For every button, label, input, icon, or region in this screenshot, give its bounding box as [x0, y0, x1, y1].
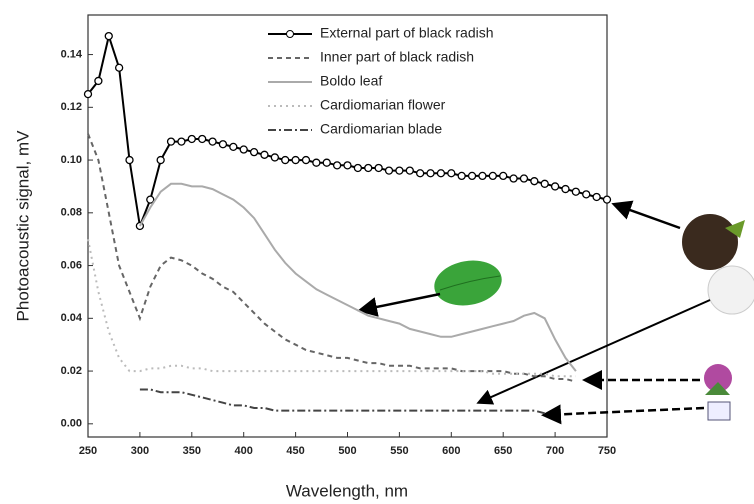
point-marker — [447, 169, 456, 178]
point-marker — [550, 182, 560, 191]
x-tick-label: 650 — [494, 445, 512, 457]
x-tick-label: 400 — [235, 445, 253, 457]
series-line — [87, 133, 577, 383]
point-marker — [125, 155, 134, 165]
legend-label: Inner part of black radish — [320, 49, 474, 65]
point-marker — [416, 169, 425, 178]
point-marker — [270, 153, 279, 162]
x-tick-label: 500 — [338, 445, 356, 457]
series-line — [139, 388, 545, 415]
point-marker — [281, 155, 290, 165]
point-marker — [218, 140, 228, 149]
point-marker — [332, 161, 342, 170]
point-marker — [198, 134, 207, 144]
point-marker — [239, 145, 248, 154]
point-marker — [187, 134, 196, 144]
y-axis-label: Photoacoustic signal, mV — [13, 130, 32, 322]
point-marker — [249, 147, 259, 157]
point-marker — [343, 161, 352, 170]
point-marker — [374, 163, 383, 173]
y-tick-label: 0.08 — [61, 207, 82, 219]
y-tick-label: 0.14 — [61, 48, 83, 60]
point-marker — [146, 195, 155, 204]
point-marker — [592, 192, 601, 202]
illustrations — [357, 200, 754, 425]
x-tick-label: 350 — [183, 445, 201, 457]
y-tick-label: 0.10 — [61, 154, 82, 166]
series-line — [139, 182, 577, 372]
point-marker — [582, 190, 591, 199]
y-tick-label: 0.06 — [61, 259, 82, 271]
point-marker — [478, 171, 487, 181]
y-tick-label: 0.00 — [61, 418, 82, 430]
point-marker — [436, 169, 446, 178]
x-tick-label: 300 — [131, 445, 149, 457]
point-marker — [114, 63, 124, 72]
x-axis-label: Wavelength, nm — [286, 481, 408, 500]
x-tick-label: 600 — [442, 445, 460, 457]
point-marker — [83, 89, 93, 99]
point-marker — [457, 171, 466, 181]
point-marker — [384, 166, 394, 175]
legend-label: Cardiomarian blade — [320, 121, 442, 137]
x-tick-label: 250 — [79, 445, 97, 457]
point-marker — [405, 166, 414, 175]
point-marker — [260, 150, 269, 159]
point-marker — [229, 142, 238, 152]
point-marker — [395, 166, 404, 175]
legend-label: Cardiomarian flower — [320, 97, 446, 113]
x-tick-label: 750 — [598, 445, 616, 457]
point-marker — [540, 179, 549, 188]
legend-label: External part of black radish — [320, 25, 494, 41]
point-marker — [301, 155, 311, 165]
legend-label: Boldo leaf — [320, 73, 382, 89]
y-tick-label: 0.04 — [61, 312, 83, 324]
point-marker — [499, 171, 508, 181]
x-tick-label: 450 — [286, 445, 304, 457]
point-marker — [291, 155, 300, 165]
x-tick-label: 550 — [390, 445, 408, 457]
point-marker — [166, 137, 176, 146]
point-marker — [364, 163, 373, 173]
y-tick-label: 0.02 — [61, 365, 82, 377]
point-marker — [104, 31, 113, 41]
legend-marker — [286, 30, 294, 38]
point-marker — [519, 174, 529, 183]
point-marker — [488, 171, 497, 181]
point-marker — [426, 169, 435, 178]
point-marker — [561, 184, 570, 194]
point-marker — [509, 174, 518, 183]
point-marker — [530, 177, 539, 186]
point-marker — [602, 195, 612, 204]
point-marker — [467, 171, 477, 181]
point-marker — [312, 158, 321, 167]
point-marker — [177, 137, 186, 146]
point-marker — [571, 187, 581, 196]
point-marker — [208, 137, 217, 146]
series-line — [87, 239, 576, 378]
y-tick-label: 0.12 — [61, 101, 82, 113]
x-tick-label: 700 — [546, 445, 564, 457]
point-marker — [322, 158, 331, 167]
point-marker — [156, 155, 165, 165]
point-marker — [353, 163, 363, 173]
point-marker — [94, 76, 103, 86]
